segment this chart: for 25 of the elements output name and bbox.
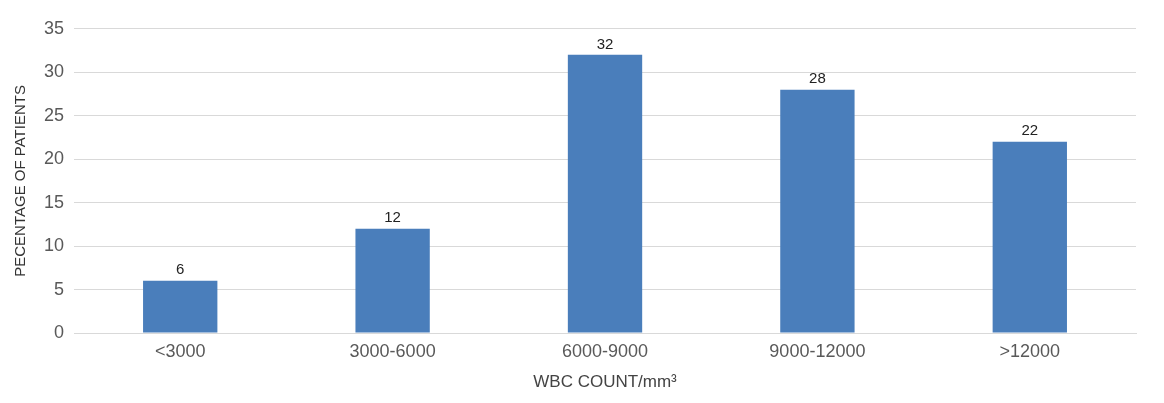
y-tick-label: 10 <box>43 235 65 256</box>
data-label: 32 <box>596 34 614 52</box>
y-tick-label: 5 <box>54 278 65 299</box>
y-tick-label: 35 <box>43 17 65 38</box>
y-tick-label: 30 <box>43 61 65 82</box>
x-axis-title: WBC COUNT/mm³ <box>533 372 678 392</box>
x-tick-label: <3000 <box>154 340 206 361</box>
bar <box>355 228 430 333</box>
data-label: 28 <box>809 69 826 87</box>
y-tick-label: 0 <box>54 321 65 342</box>
x-tick-label: 9000-12000 <box>769 340 866 361</box>
y-tick-label: 20 <box>43 148 65 169</box>
x-tick-label: >12000 <box>999 340 1061 361</box>
y-tick-label: 25 <box>43 104 65 125</box>
y-tick-label: 15 <box>43 191 65 212</box>
bar <box>567 54 643 333</box>
bar <box>992 141 1067 333</box>
bar <box>780 89 855 333</box>
data-label: 6 <box>176 260 185 278</box>
data-label: 12 <box>384 208 401 226</box>
x-tick-label: 3000-6000 <box>349 340 436 361</box>
x-tick-label: 6000-9000 <box>561 340 649 361</box>
bar <box>143 280 218 333</box>
y-axis-title: PECENTAGE OF PATIENTS <box>11 85 29 277</box>
data-label: 22 <box>1021 121 1039 139</box>
